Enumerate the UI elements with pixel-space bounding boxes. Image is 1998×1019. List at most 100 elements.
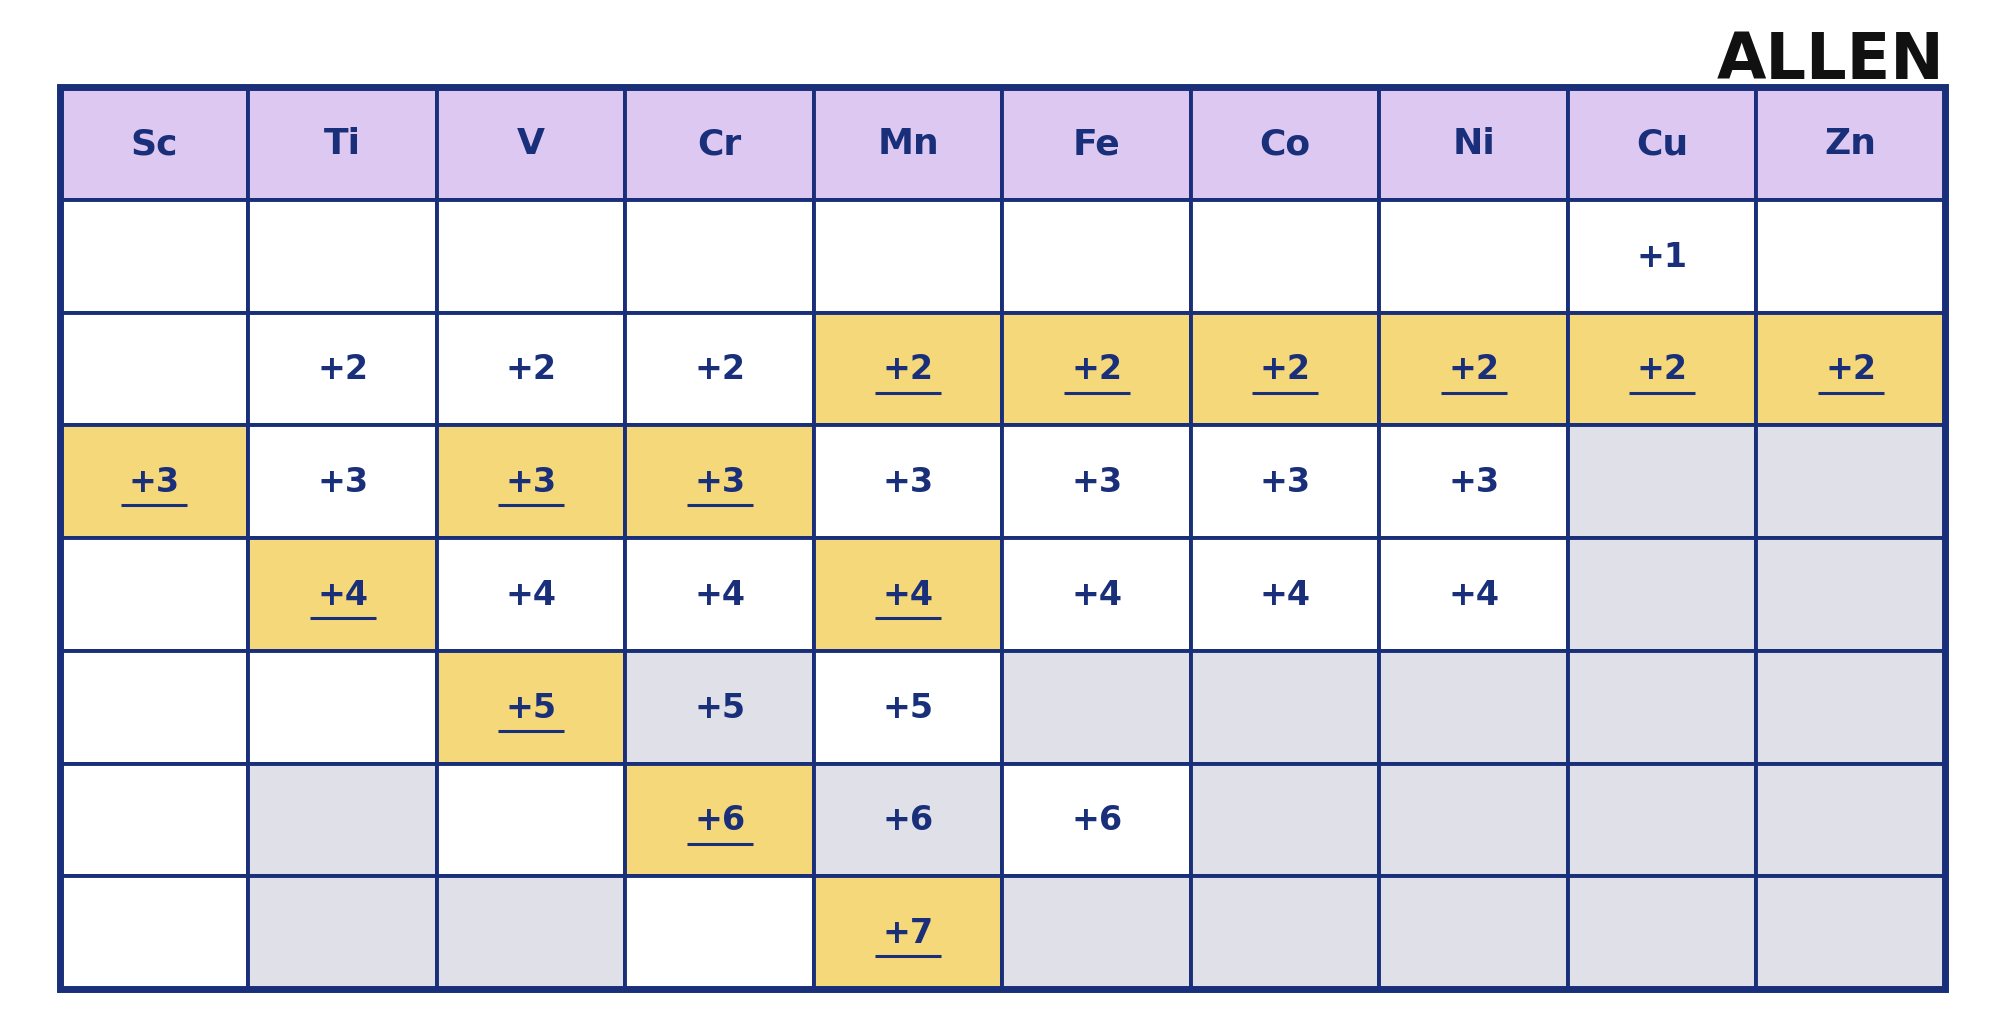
Text: +3: +3 <box>128 466 180 498</box>
Bar <box>1566 201 1756 313</box>
Bar <box>625 538 813 651</box>
Bar <box>248 426 438 538</box>
Bar <box>1379 313 1566 426</box>
Text: +5: +5 <box>883 691 933 723</box>
Bar <box>438 313 625 426</box>
Text: +3: +3 <box>318 466 368 498</box>
Bar <box>1566 876 1756 989</box>
Bar <box>248 88 438 201</box>
Bar <box>625 201 813 313</box>
Text: +2: +2 <box>1636 353 1686 386</box>
Text: +4: +4 <box>1447 579 1498 611</box>
Bar <box>1756 651 1944 764</box>
Bar <box>438 651 625 764</box>
Bar <box>813 201 1003 313</box>
Bar <box>1566 426 1756 538</box>
Bar <box>1566 88 1756 201</box>
Text: +3: +3 <box>1447 466 1498 498</box>
Bar <box>625 764 813 876</box>
Bar <box>813 313 1003 426</box>
Bar <box>1566 764 1756 876</box>
Bar <box>60 88 248 201</box>
Bar <box>248 764 438 876</box>
Text: Mn: Mn <box>877 127 939 161</box>
Bar <box>625 426 813 538</box>
Text: +2: +2 <box>1447 353 1498 386</box>
Bar <box>625 88 813 201</box>
Text: +5: +5 <box>693 691 745 723</box>
Text: +4: +4 <box>883 579 933 611</box>
Bar <box>813 538 1003 651</box>
Bar <box>248 201 438 313</box>
Bar <box>625 876 813 989</box>
Bar <box>1003 201 1191 313</box>
Text: +6: +6 <box>883 804 933 837</box>
Text: ALLEN: ALLEN <box>1716 30 1942 92</box>
Bar <box>813 651 1003 764</box>
Bar <box>438 201 625 313</box>
Bar <box>1003 538 1191 651</box>
Bar <box>813 876 1003 989</box>
Text: +4: +4 <box>1259 579 1311 611</box>
Text: +4: +4 <box>693 579 745 611</box>
Text: Co: Co <box>1259 127 1311 161</box>
Bar <box>60 88 1944 989</box>
Bar <box>1756 88 1944 201</box>
Bar <box>625 313 813 426</box>
Bar <box>1566 313 1756 426</box>
Bar <box>1191 201 1379 313</box>
Text: Fe: Fe <box>1073 127 1121 161</box>
Bar <box>60 876 248 989</box>
Bar <box>1756 876 1944 989</box>
Text: +2: +2 <box>1259 353 1311 386</box>
Bar <box>248 313 438 426</box>
Text: +3: +3 <box>1071 466 1121 498</box>
Text: Sc: Sc <box>130 127 178 161</box>
Text: +2: +2 <box>883 353 933 386</box>
Bar <box>813 764 1003 876</box>
Bar <box>60 764 248 876</box>
Bar <box>438 426 625 538</box>
Text: +4: +4 <box>1071 579 1121 611</box>
Bar <box>1191 538 1379 651</box>
Text: +5: +5 <box>505 691 557 723</box>
Text: +1: +1 <box>1636 240 1686 273</box>
Bar <box>438 88 625 201</box>
Bar <box>1191 651 1379 764</box>
Bar <box>1191 313 1379 426</box>
Text: Ni: Ni <box>1453 127 1495 161</box>
Bar <box>248 876 438 989</box>
Bar <box>1756 201 1944 313</box>
Bar <box>1379 201 1566 313</box>
Bar <box>1379 426 1566 538</box>
Text: +2: +2 <box>1824 353 1876 386</box>
Text: Cr: Cr <box>697 127 741 161</box>
Bar <box>1003 876 1191 989</box>
Text: +4: +4 <box>505 579 557 611</box>
Text: +7: +7 <box>883 916 933 949</box>
Bar <box>625 651 813 764</box>
Text: +4: +4 <box>318 579 368 611</box>
Bar <box>438 876 625 989</box>
Bar <box>1379 876 1566 989</box>
Text: Ti: Ti <box>324 127 362 161</box>
Text: Cu: Cu <box>1636 127 1688 161</box>
Bar <box>1379 88 1566 201</box>
Bar <box>1003 426 1191 538</box>
Bar <box>60 538 248 651</box>
Bar <box>1003 764 1191 876</box>
Text: +3: +3 <box>1259 466 1311 498</box>
Bar <box>1379 764 1566 876</box>
Bar <box>1003 88 1191 201</box>
Bar <box>1379 651 1566 764</box>
Bar <box>1756 764 1944 876</box>
Text: +3: +3 <box>693 466 745 498</box>
Bar <box>1191 764 1379 876</box>
Bar <box>1566 538 1756 651</box>
Text: +3: +3 <box>883 466 933 498</box>
Text: +2: +2 <box>1071 353 1121 386</box>
Bar <box>60 313 248 426</box>
Bar <box>813 426 1003 538</box>
Text: V: V <box>517 127 545 161</box>
Bar <box>60 651 248 764</box>
